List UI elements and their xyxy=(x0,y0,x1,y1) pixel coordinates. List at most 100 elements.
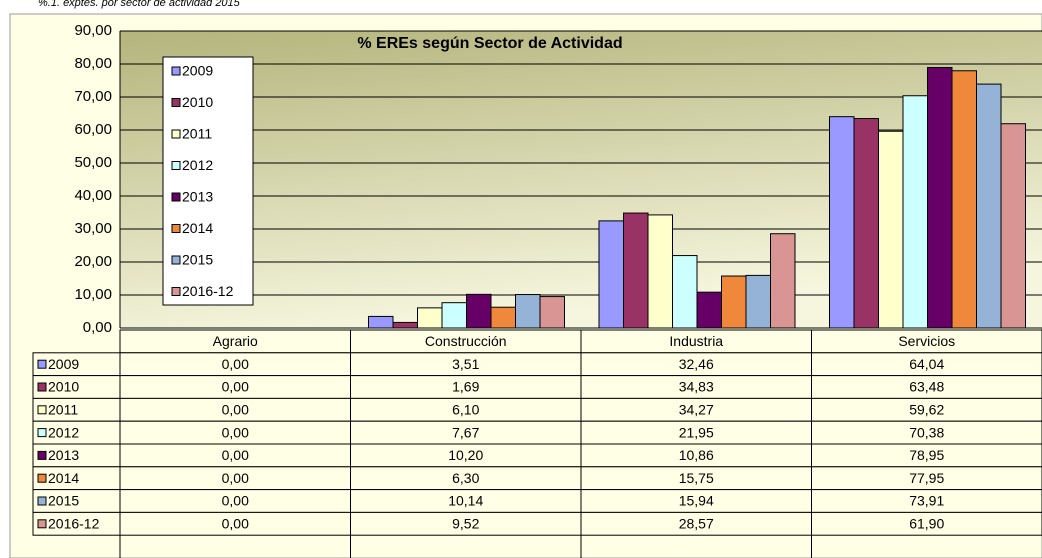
table-cell: 73,91 xyxy=(909,493,944,509)
legend-label: 2016-12 xyxy=(182,283,234,299)
table-row xyxy=(32,352,1042,377)
bar xyxy=(902,95,928,329)
legend-label: 2014 xyxy=(182,220,213,236)
bar xyxy=(1000,123,1026,329)
bar xyxy=(466,293,492,329)
table-cell: 59,62 xyxy=(909,402,944,418)
table-cell: 0,00 xyxy=(222,379,249,395)
legend-swatch xyxy=(171,129,181,139)
table-swatch xyxy=(37,428,47,438)
legend-swatch xyxy=(171,66,181,76)
table-cell: 32,46 xyxy=(679,356,714,372)
y-tick-label: 30,00 xyxy=(74,220,112,237)
y-tick-label: 10,00 xyxy=(74,286,112,303)
legend-label: 2009 xyxy=(182,63,213,79)
table-swatch xyxy=(37,359,47,369)
bar xyxy=(829,116,855,329)
table-cell: 0,00 xyxy=(222,424,249,440)
table-cell: 15,75 xyxy=(679,470,714,486)
table-cell: 34,83 xyxy=(679,379,714,395)
table-row xyxy=(32,466,1042,491)
table-cell: 28,57 xyxy=(679,516,714,532)
table-swatch xyxy=(37,473,47,483)
legend-label: 2013 xyxy=(182,189,213,205)
table-row xyxy=(32,375,1042,399)
table-row-header: 2012 xyxy=(48,424,79,440)
y-tick-label: 50,00 xyxy=(74,154,112,171)
table-row-header: 2014 xyxy=(48,470,79,486)
bar xyxy=(770,233,796,329)
bar xyxy=(696,291,722,329)
table-cell: 21,95 xyxy=(679,424,714,440)
bar xyxy=(623,212,649,329)
table-column-header: Construcción xyxy=(425,333,507,349)
bar xyxy=(878,130,904,329)
legend-swatch xyxy=(171,224,181,233)
table-swatch xyxy=(37,382,47,392)
legend-swatch xyxy=(171,287,181,296)
legend-swatch xyxy=(171,255,181,265)
table-row-header: 2015 xyxy=(48,493,79,509)
table-row xyxy=(32,511,1042,536)
chart-title: % EREs según Sector de Actividad xyxy=(357,35,622,52)
table-row-header: 2011 xyxy=(48,402,78,418)
table-row-header: 2010 xyxy=(48,379,79,395)
bar xyxy=(721,275,747,329)
table-cell: 77,95 xyxy=(909,470,944,486)
bar xyxy=(598,220,624,329)
table-swatch xyxy=(37,450,47,460)
table-cell: 6,30 xyxy=(452,470,479,486)
y-tick-label: 0,00 xyxy=(83,319,112,336)
table-column-header: Industria xyxy=(669,333,723,349)
table-cell: 1,69 xyxy=(452,379,479,395)
y-tick-label: 90,00 xyxy=(74,22,112,39)
table-cell: 3,51 xyxy=(452,356,479,372)
table-column-header: Servicios xyxy=(898,333,955,349)
subtitle: %.1. exptes. por sector de actividad 201… xyxy=(38,0,241,9)
legend-label: 2010 xyxy=(182,94,213,110)
table-row-header: 2009 xyxy=(48,356,79,372)
table-cell: 0,00 xyxy=(222,516,249,532)
table-cell: 10,20 xyxy=(448,447,483,463)
bar xyxy=(927,66,953,329)
bar xyxy=(515,294,541,329)
bar xyxy=(853,118,879,329)
table-cell: 15,94 xyxy=(679,493,714,509)
legend-label: 2015 xyxy=(182,252,213,268)
table-cell: 61,90 xyxy=(909,516,944,532)
bar xyxy=(392,321,418,329)
table-row-header: 2013 xyxy=(48,447,79,463)
table-cell: 10,14 xyxy=(448,493,483,509)
legend-label: 2012 xyxy=(182,157,213,173)
table-row xyxy=(32,420,1042,445)
legend-swatch xyxy=(171,192,181,202)
table-cell: 64,04 xyxy=(909,356,944,372)
table-cell: 34,27 xyxy=(679,402,714,418)
y-tick-label: 80,00 xyxy=(74,55,112,72)
table-cell: 0,00 xyxy=(222,447,249,463)
y-tick-label: 70,00 xyxy=(74,88,112,105)
table-row xyxy=(32,443,1042,468)
bar xyxy=(539,296,565,329)
table-swatch xyxy=(37,519,47,529)
table-cell: 0,00 xyxy=(222,493,249,509)
table-cell: 0,00 xyxy=(222,402,249,418)
table-cell: 7,67 xyxy=(452,424,479,440)
bar xyxy=(951,70,977,329)
table-swatch xyxy=(37,405,47,415)
table-column-header: Agrario xyxy=(213,333,258,349)
legend-label: 2011 xyxy=(182,126,212,142)
bar xyxy=(672,255,698,329)
table-row xyxy=(32,489,1042,513)
table-swatch xyxy=(37,496,47,506)
table-cell: 6,10 xyxy=(452,402,479,418)
bar xyxy=(417,307,443,329)
bar xyxy=(490,306,516,329)
table-cell: 10,86 xyxy=(679,447,714,463)
table-row xyxy=(32,397,1042,422)
table-cell: 9,52 xyxy=(452,516,479,532)
y-tick-label: 60,00 xyxy=(74,121,112,138)
bar xyxy=(441,302,467,329)
table-row-header: 2016-12 xyxy=(48,516,100,532)
bar xyxy=(976,83,1002,329)
